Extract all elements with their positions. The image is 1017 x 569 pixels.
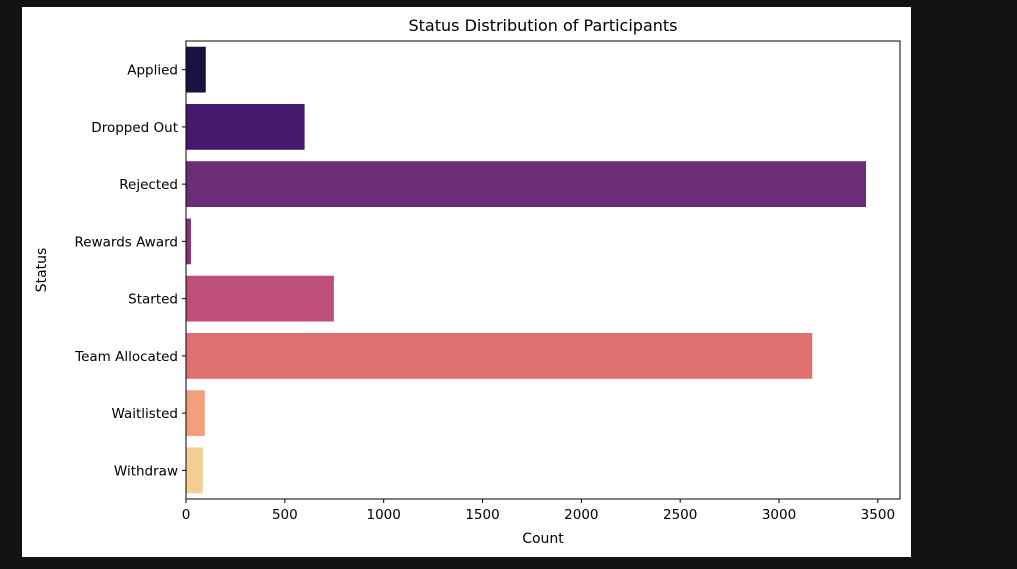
plot-frame: [185, 40, 901, 500]
bar-team-allocated: [186, 332, 813, 379]
bar-chart: Applied Dropped Out Rejected Rewards Award S…: [34, 16, 901, 547]
bar-dropped-out: [186, 103, 305, 150]
x-tick-label: 1500: [465, 507, 499, 523]
y-tick-label: Team Allocated: [74, 349, 178, 365]
y-tick-label: Started: [128, 292, 178, 308]
bars-layer: [186, 46, 866, 494]
bar-rewards-award: [186, 218, 191, 265]
y-tick-label: Dropped Out: [91, 120, 178, 136]
y-tick-label: Applied: [127, 63, 178, 79]
bar-waitlisted: [186, 390, 205, 437]
chart-title: Status Distribution of Participants: [409, 16, 678, 35]
bar-applied: [186, 46, 206, 93]
x-tick-label: 500: [272, 507, 298, 523]
x-ticks-layer: 0 500 1000 1500 2000 2500 3000 3500: [182, 499, 895, 523]
y-axis-label: Status: [34, 248, 50, 293]
x-tick-label: 0: [182, 507, 191, 523]
bar-rejected: [186, 161, 866, 208]
y-ticks-layer: Applied Dropped Out Rejected Rewards Award S…: [74, 63, 186, 479]
bar-started: [186, 275, 334, 322]
y-tick-label: Rejected: [119, 177, 178, 193]
x-axis-label: Count: [522, 531, 564, 547]
y-tick-label: Waitlisted: [111, 406, 178, 422]
x-tick-label: 3000: [762, 507, 796, 523]
x-tick-label: 1000: [366, 507, 400, 523]
chart-figure: Applied Dropped Out Rejected Rewards Award S…: [22, 7, 911, 557]
x-tick-label: 2500: [663, 507, 697, 523]
y-tick-label: Withdraw: [114, 463, 178, 479]
y-tick-label: Rewards Award: [75, 234, 179, 250]
bar-withdraw: [186, 447, 203, 494]
x-tick-label: 3500: [861, 507, 895, 523]
x-tick-label: 2000: [564, 507, 598, 523]
